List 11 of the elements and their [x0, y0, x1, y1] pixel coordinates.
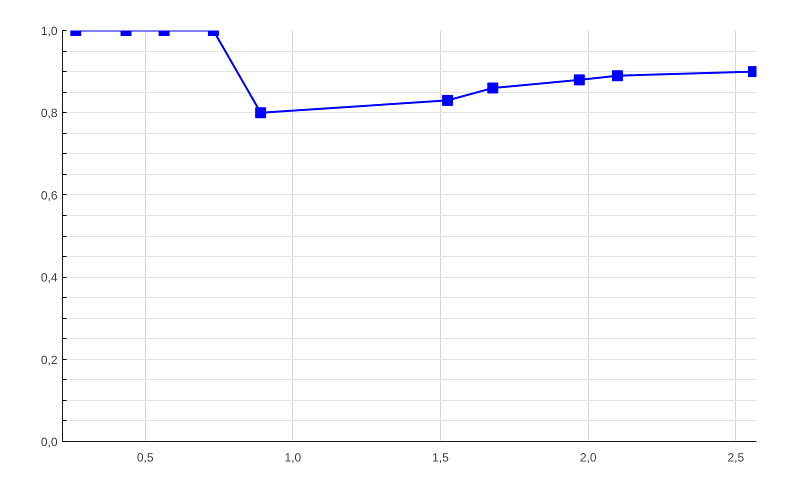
y-tick-label: 0,4 — [40, 270, 58, 285]
x-tick-label: 0,5 — [136, 450, 154, 464]
x-tick-label: 2,5 — [727, 450, 744, 464]
x-tick-label: 1,5 — [432, 450, 450, 464]
y-tick-label: 1,0 — [40, 24, 58, 38]
y-tick-label: 0,2 — [40, 352, 58, 367]
x-tick-label: 2,0 — [580, 450, 597, 464]
y-tick-label: 0,8 — [40, 106, 58, 120]
y-tick-label: 0,0 — [40, 435, 58, 449]
y-tick-label: 0,6 — [40, 188, 58, 202]
x-tick-label: 1,0 — [284, 450, 302, 464]
